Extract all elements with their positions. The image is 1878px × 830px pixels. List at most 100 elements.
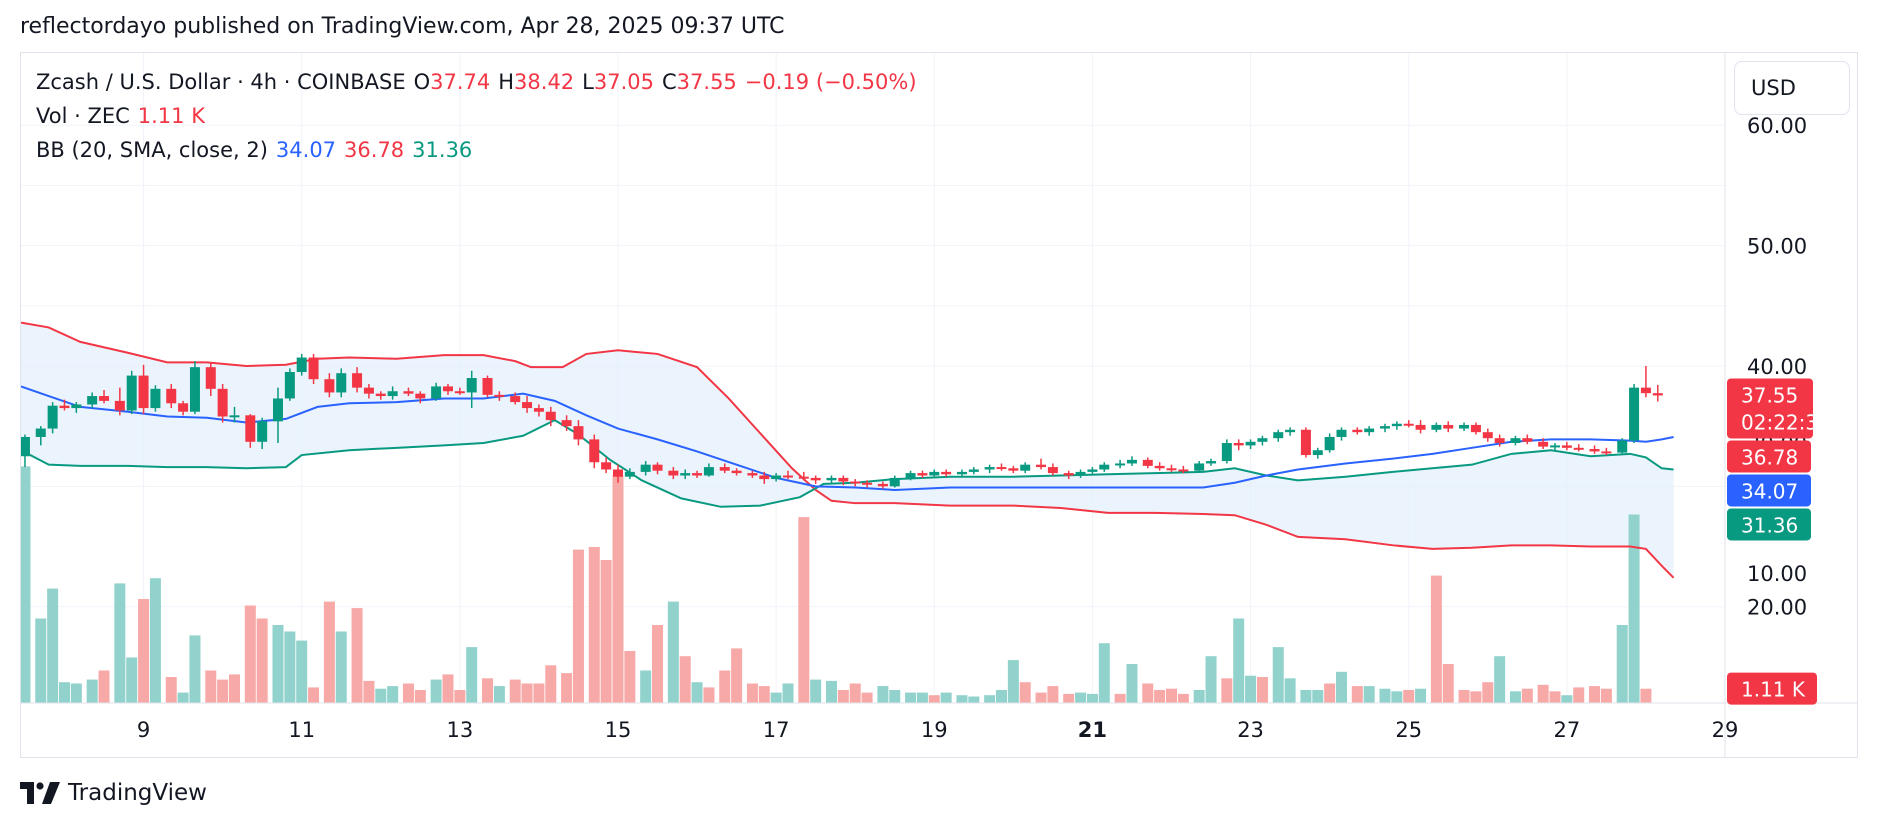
candle-body [652,464,663,471]
candle-body [466,378,477,393]
volume-bar [98,670,110,703]
candle [1352,427,1363,435]
candle [308,353,319,385]
chart-frame[interactable]: 20.0030.0040.0050.0060.0010.0020.0091113… [20,52,1858,758]
candle [877,481,888,489]
legend-ohlc: Zcash / U.S. Dollar · 4h · COINBASE O37.7… [36,70,925,94]
volume-bar [1442,664,1454,703]
volume-bar [1430,575,1442,703]
volume-bar [47,588,59,703]
volume-bar [1616,625,1628,703]
symbol-title[interactable]: Zcash / U.S. Dollar · 4h · COINBASE [36,70,406,94]
volume-bar [86,679,98,703]
candle [1617,438,1628,456]
volume-bar [758,686,770,703]
currency-selector[interactable]: USD [1734,61,1850,115]
candle [59,399,70,411]
candle-body [1154,465,1165,469]
candle-body [1036,464,1047,468]
candle [47,402,58,434]
brand-name: TradingView [68,780,207,806]
candle-body [47,405,58,429]
volume-bar [572,549,584,703]
price-tag-countdown: 02:22:35 [1741,410,1831,434]
volume-bar [114,583,126,703]
volume-bar [1086,693,1098,703]
open-label: O [413,70,431,94]
candle-body [1178,469,1189,472]
candle [561,415,572,431]
x-tick-label: 29 [1712,718,1739,742]
candle-body [482,378,493,395]
volume-bar [1075,692,1087,703]
candle-body [21,436,30,457]
volume-bar [1019,682,1031,703]
volume-bar [995,690,1007,703]
candle-body [1047,467,1058,474]
volume-bar [1221,678,1233,703]
volume-bar [561,673,573,703]
volume-label[interactable]: Vol · ZEC [36,104,130,128]
volume-bar [1114,693,1126,703]
volume-bar [1035,692,1047,703]
tradingview-logo: TradingView [20,780,207,806]
candle-body [1126,459,1137,464]
candle-body [703,467,714,476]
candle-body [1415,424,1426,430]
candle-body [1300,429,1311,456]
candle-body [336,373,347,393]
candle-body [229,415,240,418]
candle-body [1352,429,1363,433]
candle-body [1403,423,1414,426]
price-tags: 37.55 02:22:35 36.78 34.07 31.36 1.11 K [1727,378,1831,705]
volume-bar [351,608,363,703]
candle [956,469,967,477]
volume-bar [509,679,521,703]
high-value: 38.42 [514,70,575,94]
bb-label[interactable]: BB (20, SMA, close, 2) [36,138,268,162]
volume-bar [905,692,917,703]
volume-bar [889,690,901,703]
volume-bar [691,682,703,703]
candle-body [624,471,635,477]
x-tick-label: 19 [921,718,948,742]
volume-bar [1415,688,1427,703]
volume-bar [1177,693,1189,703]
candle-body [1443,424,1454,429]
candle-body [257,421,268,442]
candle-body [561,420,572,427]
volume-bar [624,651,636,703]
volume-bar [308,687,320,703]
volume-bar [825,680,837,703]
volume-bar [244,605,256,703]
volume-value: 1.11 K [137,104,205,128]
candle [1482,428,1493,442]
candle-body [494,394,505,397]
candle-body [533,408,544,412]
published-header: reflectordayo published on TradingView.c… [20,14,785,39]
volume-bar [1458,690,1470,703]
grid [21,53,1726,703]
volume-bar [402,683,414,703]
volume-bar [731,648,743,703]
candle-body [668,470,679,476]
volume-bar [363,680,375,703]
volume-bar [849,683,861,703]
volume-bar [189,635,201,703]
candle-body [771,475,782,480]
candle [482,375,493,398]
volume-bar [1165,688,1177,703]
price-chart[interactable]: 20.0030.0040.0050.0060.0010.0020.0091113… [21,53,1857,757]
volume-bar [782,683,794,703]
volume-bar [679,656,691,703]
volume-tag: 1.11 K [1727,672,1817,705]
candle [862,480,873,488]
candle [166,384,177,409]
candle [375,391,386,400]
candle [747,470,758,478]
candles [21,353,1663,489]
candle-body [1589,449,1600,452]
candle-body [956,471,967,475]
candle [889,475,900,488]
x-tick-label: 11 [288,718,315,742]
